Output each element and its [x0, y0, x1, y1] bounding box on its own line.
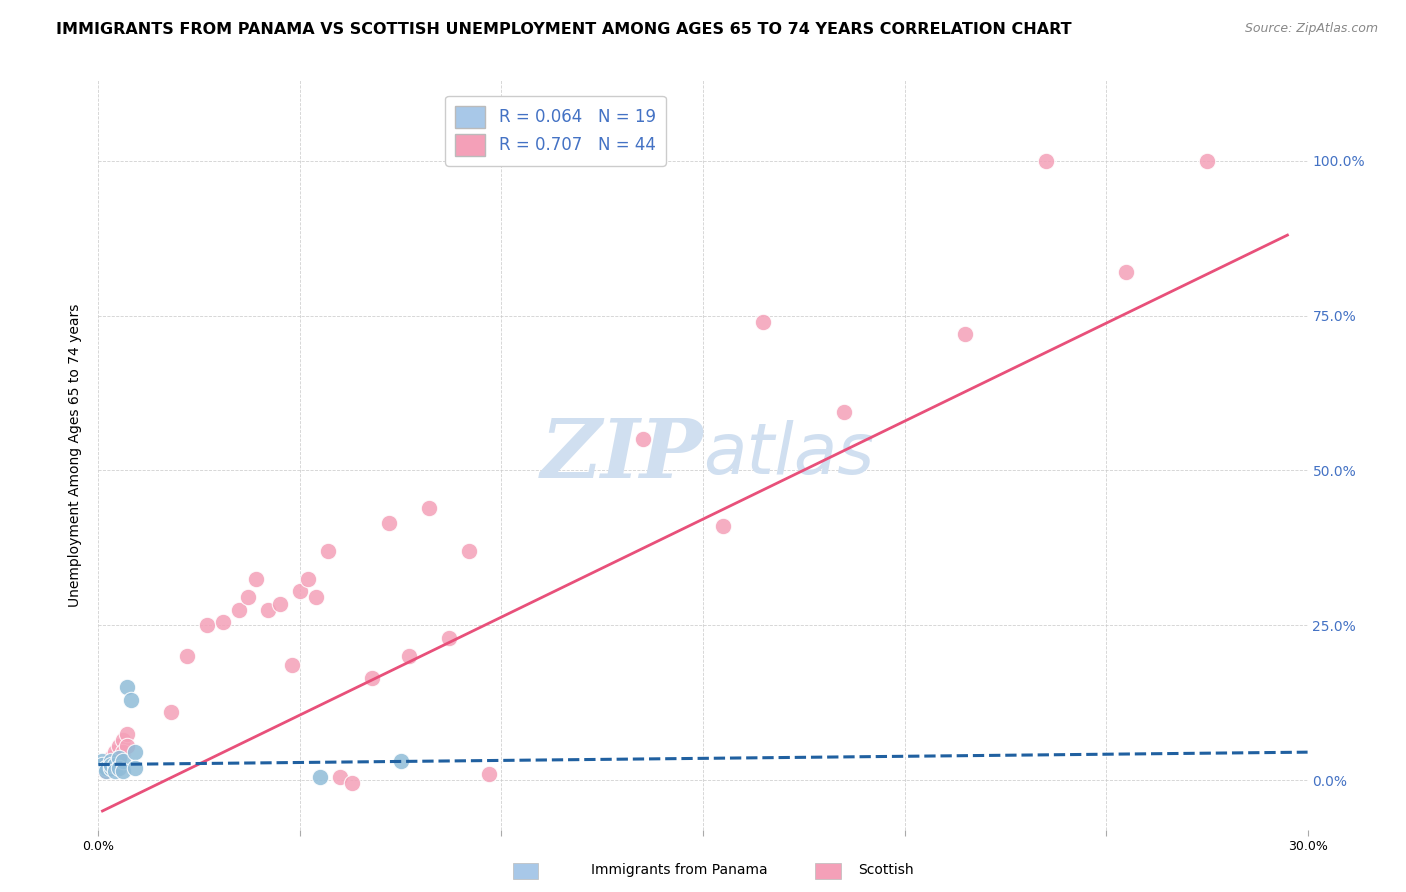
Point — [236, 591, 259, 605]
Point — [96, 764, 118, 778]
Point — [96, 764, 118, 778]
Point — [103, 764, 125, 778]
Point — [711, 519, 734, 533]
Point — [120, 692, 142, 706]
Point — [212, 615, 235, 629]
Point — [281, 658, 304, 673]
Text: ZIP: ZIP — [540, 415, 703, 495]
Point — [389, 755, 412, 769]
Point — [269, 597, 291, 611]
Point — [96, 757, 118, 772]
Point — [124, 761, 146, 775]
Point — [107, 739, 129, 753]
Point — [342, 776, 364, 790]
Point — [91, 757, 114, 772]
Y-axis label: Unemployment Among Ages 65 to 74 years: Unemployment Among Ages 65 to 74 years — [69, 303, 83, 607]
Point — [245, 572, 267, 586]
Point — [103, 755, 125, 769]
Text: atlas: atlas — [703, 420, 875, 490]
Text: Source: ZipAtlas.com: Source: ZipAtlas.com — [1244, 22, 1378, 36]
Point — [316, 544, 339, 558]
Point — [478, 767, 501, 781]
Point — [91, 761, 114, 775]
Point — [100, 751, 122, 765]
Point — [752, 315, 775, 329]
Point — [115, 680, 138, 694]
Point — [103, 745, 125, 759]
Point — [1195, 153, 1218, 168]
Point — [103, 757, 125, 772]
Point — [124, 745, 146, 759]
Point — [100, 755, 122, 769]
Point — [111, 764, 134, 778]
Point — [195, 618, 218, 632]
Point — [100, 757, 122, 772]
Point — [160, 705, 183, 719]
Point — [96, 761, 118, 775]
Point — [107, 761, 129, 775]
Legend: R = 0.064   N = 19, R = 0.707   N = 44: R = 0.064 N = 19, R = 0.707 N = 44 — [446, 96, 665, 166]
Point — [953, 327, 976, 342]
Point — [437, 631, 460, 645]
Point — [288, 584, 311, 599]
Point — [111, 732, 134, 747]
Point — [377, 516, 399, 530]
Point — [100, 761, 122, 775]
Point — [176, 649, 198, 664]
Text: IMMIGRANTS FROM PANAMA VS SCOTTISH UNEMPLOYMENT AMONG AGES 65 TO 74 YEARS CORREL: IMMIGRANTS FROM PANAMA VS SCOTTISH UNEMP… — [56, 22, 1071, 37]
Point — [115, 739, 138, 753]
Point — [100, 761, 122, 775]
Point — [256, 603, 278, 617]
Point — [458, 544, 481, 558]
Point — [111, 745, 134, 759]
Point — [107, 751, 129, 765]
Point — [107, 751, 129, 765]
Point — [115, 726, 138, 740]
Point — [297, 572, 319, 586]
Point — [329, 770, 352, 784]
Point — [1035, 153, 1057, 168]
Text: Scottish: Scottish — [858, 863, 914, 877]
Point — [1115, 265, 1137, 279]
Point — [309, 770, 332, 784]
Point — [91, 755, 114, 769]
Point — [832, 404, 855, 418]
Point — [111, 755, 134, 769]
Point — [305, 591, 328, 605]
Point — [398, 649, 420, 664]
Point — [631, 433, 654, 447]
Point — [361, 671, 384, 685]
Point — [228, 603, 250, 617]
Point — [418, 500, 440, 515]
Text: Immigrants from Panama: Immigrants from Panama — [591, 863, 768, 877]
